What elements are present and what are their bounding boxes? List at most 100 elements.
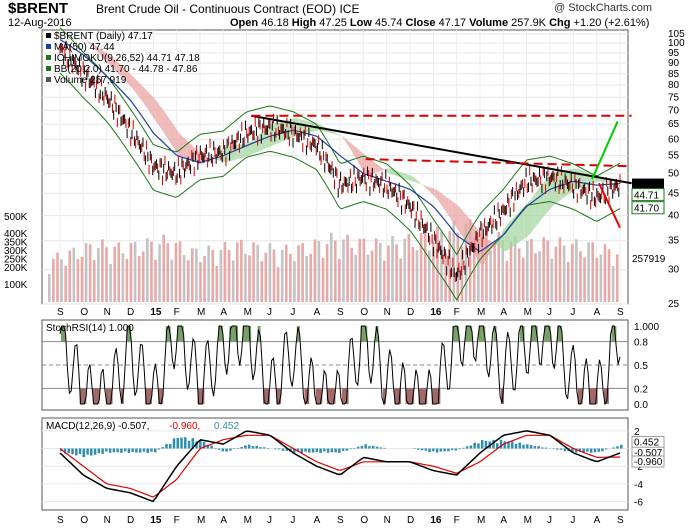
ichimoku-cloud-segment	[527, 200, 530, 237]
ichimoku-cloud-segment	[147, 90, 151, 113]
close-value: 47.17	[438, 17, 467, 29]
macd-histogram-bar	[364, 444, 367, 449]
volume-bar	[415, 250, 419, 302]
stoch-overbought-fill	[126, 326, 130, 342]
stoch-oversold-fill	[83, 388, 87, 404]
macd-histogram-bar	[507, 441, 510, 449]
macd-histogram-bar	[420, 448, 424, 451]
macd-histogram-bar	[112, 448, 116, 453]
ichimoku-cloud-segment	[105, 52, 108, 64]
ichimoku-cloud-segment	[271, 123, 274, 147]
ichimoku-cloud-segment	[484, 237, 488, 262]
exchange: ICE	[339, 2, 360, 16]
ichimoku-cloud-segment	[538, 185, 542, 224]
volume-bar	[505, 260, 509, 302]
stoch-oversold-fill	[148, 388, 152, 404]
price-tick-label: 40	[668, 211, 680, 222]
volume-bar	[350, 247, 353, 302]
volume-bar	[501, 240, 505, 302]
volume-bar	[141, 251, 145, 302]
stoch-oversold-fill	[409, 388, 413, 404]
ichimoku-cloud-segment	[166, 115, 170, 142]
ichimoku-cloud-segment	[172, 123, 176, 151]
stoch-oversold-fill	[317, 388, 321, 404]
chg-value: +1.20 (+2.61%)	[573, 17, 650, 29]
price-tick-label: 95	[668, 48, 680, 59]
stoch-overbought-fill	[557, 326, 561, 342]
ichimoku-cloud-segment	[535, 189, 539, 227]
macd-histogram-bar	[518, 442, 522, 449]
macd-histogram-bar	[127, 448, 131, 453]
macd-panel: -6-4-202MACD(12,26,9) -0.507,-0.960,0.45…	[41, 417, 665, 526]
macd-histogram-bar	[578, 448, 582, 452]
price-label: 47.17	[634, 181, 659, 192]
macd-histogram-bar	[341, 448, 345, 451]
macd-histogram-bar	[522, 444, 525, 449]
ichimoku-cloud-segment	[521, 206, 525, 241]
volume-bar	[383, 260, 386, 302]
macd-histogram-bar	[484, 440, 488, 449]
ichimoku-cloud-segment	[102, 50, 106, 61]
macd-histogram-bar	[304, 448, 307, 452]
macd-x-tick-label: D	[127, 515, 134, 526]
macd-legend-entry: -0.960,	[169, 421, 200, 432]
ichimoku-cloud-segment	[465, 213, 469, 245]
macd-histogram-bar	[199, 440, 202, 449]
stoch-overbought-fill	[229, 326, 233, 342]
volume-tick-label: 400K	[4, 229, 28, 240]
full-name: Brent Crude Oil - Continuous Contract (E…	[96, 2, 337, 16]
price-x-tick-label: M	[244, 307, 252, 318]
price-x-tick-label: S	[337, 307, 344, 318]
macd-histogram-bar	[293, 448, 296, 453]
volume-bar	[272, 249, 276, 302]
volume-bar	[92, 260, 96, 302]
volume-bar	[105, 247, 108, 302]
macd-histogram-bar	[259, 447, 262, 449]
high-value: 47.25	[319, 17, 347, 29]
price-x-tick-label: D	[407, 307, 414, 318]
price-label: 41.70	[634, 204, 659, 215]
ichimoku-cloud-segment	[406, 173, 409, 181]
volume-bar	[329, 232, 333, 302]
stoch-oversold-fill	[319, 388, 323, 404]
ichimoku-cloud-segment	[504, 224, 508, 252]
volume-bar	[403, 238, 407, 302]
stoch-overbought-fill	[257, 326, 261, 342]
volume-bar	[464, 223, 468, 302]
macd-histogram-bar	[375, 446, 379, 449]
volume-bar	[562, 245, 566, 302]
macd-histogram-bar	[277, 448, 281, 450]
volume-tick-label: 500K	[4, 212, 28, 223]
high-label: High	[291, 17, 317, 29]
stoch-oversold-fill	[147, 388, 151, 404]
stoch-overbought-fill	[456, 326, 460, 342]
volume-bar	[72, 247, 76, 302]
price-tick-label: 65	[668, 119, 680, 130]
macd-histogram-bar	[116, 448, 119, 453]
macd-histogram-bar	[168, 444, 172, 449]
macd-histogram-bar	[315, 448, 319, 452]
macd-histogram-bar	[345, 448, 349, 451]
volume-bar	[215, 266, 219, 302]
price-x-tick-label: M	[197, 307, 205, 318]
price-tick-label: 85	[668, 69, 680, 80]
volume-bar	[195, 248, 198, 302]
stoch-overbought-fill	[180, 326, 184, 342]
ichimoku-cloud-segment	[403, 172, 407, 180]
macd-histogram-bar	[63, 448, 67, 454]
stoch-oversold-fill	[330, 388, 334, 404]
stoch-overbought-fill	[231, 326, 235, 342]
macd-histogram-bar	[206, 444, 210, 449]
stoch-overbought-fill	[611, 326, 615, 342]
macd-histogram-bar	[526, 444, 529, 449]
price-tick-label: 55	[668, 151, 680, 162]
ichimoku-cloud-segment	[420, 182, 424, 186]
stoch-oversold-fill	[405, 388, 409, 404]
ichimoku-cloud-segment	[524, 203, 528, 239]
ichimoku-cloud-segment	[155, 99, 159, 125]
stochrsi-panel: StochRSI(14) 1.000 0.0 0.2 0.5 0.8 1.000	[41, 319, 659, 411]
stoch-oversold-fill	[394, 388, 398, 404]
macd-histogram-bar	[480, 440, 484, 449]
volume-bar	[68, 250, 72, 302]
macd-tick-label: -6	[634, 498, 643, 509]
